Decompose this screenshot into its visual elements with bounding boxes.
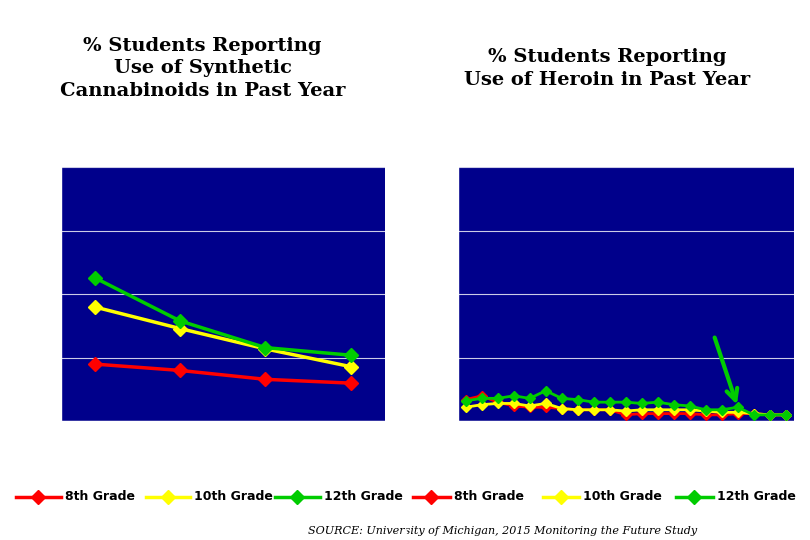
Text: 8th Grade: 8th Grade bbox=[65, 490, 134, 503]
Text: 8th Grade: 8th Grade bbox=[454, 490, 523, 503]
Text: 12th Grade: 12th Grade bbox=[324, 490, 403, 503]
Text: 12th Grade: 12th Grade bbox=[717, 490, 795, 503]
Text: 10th Grade: 10th Grade bbox=[194, 490, 273, 503]
Text: 10th Grade: 10th Grade bbox=[583, 490, 662, 503]
Text: % Students Reporting
Use of Heroin in Past Year: % Students Reporting Use of Heroin in Pa… bbox=[464, 48, 751, 89]
Text: SOURCE: University of Michigan, 2015 Monitoring the Future Study: SOURCE: University of Michigan, 2015 Mon… bbox=[308, 525, 697, 536]
Text: % Students Reporting
Use of Synthetic
Cannabinoids in Past Year: % Students Reporting Use of Synthetic Ca… bbox=[60, 37, 345, 99]
